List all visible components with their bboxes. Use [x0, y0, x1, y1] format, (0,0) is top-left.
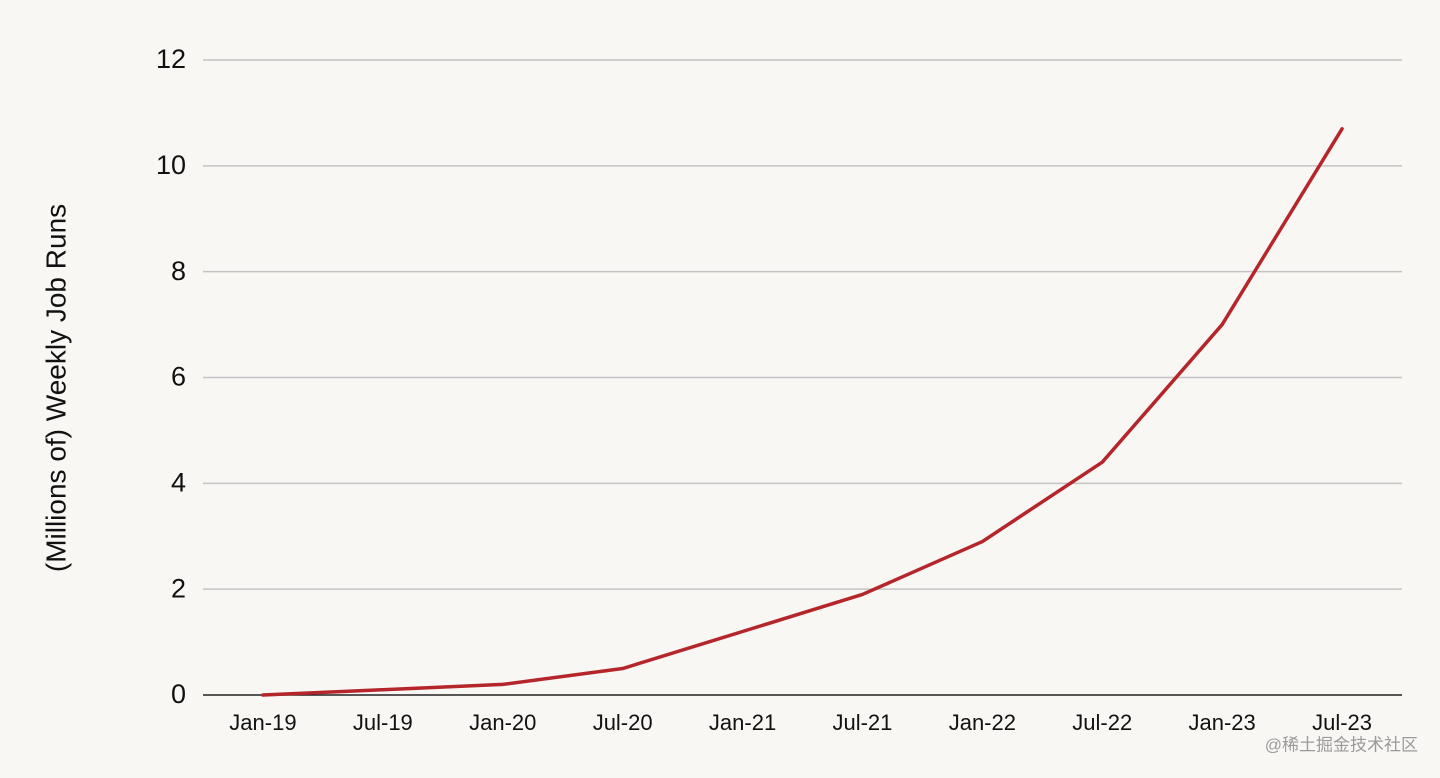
x-tick-label: Jul-21	[832, 710, 892, 735]
x-tick-label: Jul-22	[1072, 710, 1132, 735]
x-tick-label: Jan-20	[469, 710, 536, 735]
x-tick-label: Jul-20	[593, 710, 653, 735]
x-tick-label: Jan-22	[949, 710, 1016, 735]
x-tick-label: Jan-23	[1189, 710, 1256, 735]
y-tick-label: 6	[171, 362, 186, 392]
y-tick-label: 12	[156, 44, 186, 74]
y-tick-label: 10	[156, 150, 186, 180]
x-tick-label: Jul-19	[353, 710, 413, 735]
y-tick-label: 8	[171, 256, 186, 286]
watermark: @稀土掘金技术社区	[1265, 735, 1418, 754]
y-tick-label: 2	[171, 573, 186, 603]
y-axis-title: (Millions of) Weekly Job Runs	[40, 204, 71, 572]
x-tick-label: Jul-23	[1312, 710, 1372, 735]
y-tick-label: 0	[171, 679, 186, 709]
x-tick-label: Jan-19	[229, 710, 296, 735]
x-tick-label: Jan-21	[709, 710, 776, 735]
data-line	[261, 127, 1344, 697]
y-tick-label: 4	[171, 467, 186, 497]
